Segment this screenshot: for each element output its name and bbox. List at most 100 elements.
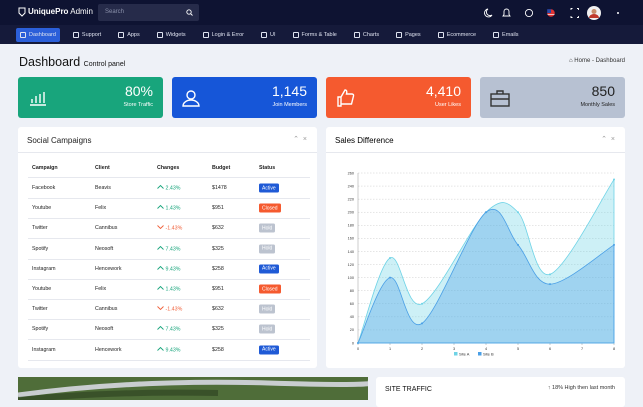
table-cell: $325 — [212, 245, 224, 252]
y-tick-label: 60 — [350, 302, 354, 306]
x-tick-label: 6 — [549, 347, 551, 351]
logo-icon — [18, 7, 26, 17]
menu-item[interactable]: Login & Error — [199, 28, 248, 42]
x-tick-label: 2 — [421, 347, 423, 351]
status-badge: Hold — [259, 244, 276, 254]
page-heading: Dashboard Control panel — [19, 55, 125, 69]
column-header: Changes — [157, 165, 180, 171]
table-cell: Cannibus — [95, 225, 118, 232]
x-tick-label: 1 — [389, 347, 391, 351]
table-cell: Instagram — [32, 346, 56, 353]
traffic-note: ↑ 18% High then last month — [547, 385, 615, 391]
menu-item[interactable]: Pages — [392, 28, 425, 42]
table-cell: $951 — [212, 205, 224, 212]
stat-card: 80% Store Traffic — [18, 77, 163, 118]
trend-arrow — [157, 205, 164, 210]
y-tick-label: 100 — [348, 276, 354, 280]
status-badge: Active — [259, 264, 279, 274]
card-title: SITE TRAFFIC — [385, 386, 432, 393]
series-point — [517, 243, 519, 246]
card-controls[interactable]: ⌃ × — [293, 136, 307, 143]
y-tick-label: 80 — [350, 289, 354, 293]
change-cell: 9.43% — [157, 346, 181, 353]
breadcrumb-item[interactable]: Home — [574, 58, 591, 64]
more-icon[interactable] — [617, 12, 619, 14]
y-tick-label: 20 — [350, 328, 354, 332]
stat-icon — [30, 92, 46, 106]
y-tick-label: 160 — [348, 237, 354, 241]
series-point — [549, 273, 551, 276]
status-badge: Closed — [259, 284, 281, 294]
stat-label: Monthly Sales — [580, 102, 615, 108]
table-cell: Spotify — [32, 245, 49, 252]
series-point — [613, 178, 615, 181]
card-controls[interactable]: ⌃ × — [601, 136, 615, 143]
menu-item[interactable]: Dashboard — [16, 27, 60, 42]
menu-bar: Dashboard Support Apps Widgets Login & Error… — [0, 25, 643, 44]
legend-swatch — [454, 352, 458, 356]
fullscreen-icon[interactable] — [570, 8, 579, 18]
row-divider — [28, 319, 310, 320]
table-cell: Youtube — [32, 286, 52, 292]
change-cell: 9.43% — [157, 265, 181, 272]
menu-item[interactable]: Widgets — [153, 28, 190, 42]
page-title: Dashboard — [19, 55, 81, 69]
change-cell: 7.43% — [157, 326, 181, 333]
table-cell: $258 — [212, 346, 224, 353]
site-traffic-card: SITE TRAFFIC ↑ 18% High then last month — [376, 377, 625, 407]
change-value: 7.43% — [165, 326, 181, 333]
stat-icon — [182, 90, 200, 107]
bell-icon[interactable] — [502, 8, 511, 17]
table-cell: Beavis — [95, 185, 111, 191]
change-cell: -1.43% — [157, 225, 182, 232]
status-badge: Hold — [259, 223, 276, 233]
theme-icon[interactable] — [484, 8, 493, 18]
menu-item[interactable]: Ecommerce — [434, 28, 480, 42]
table-cell: Neosoft — [95, 326, 114, 333]
menu-item[interactable]: Apps — [114, 28, 144, 42]
legend-label: Site A — [459, 351, 470, 356]
divider — [28, 177, 310, 178]
menu-item[interactable]: Charts — [350, 28, 383, 42]
sales-difference-card: Sales Difference ⌃ × 0 20 40 60 80 100 120 140 1… — [326, 127, 625, 368]
menu-item[interactable]: Support — [69, 28, 105, 42]
stat-value: 4,410 — [425, 83, 461, 99]
stat-card: 850 Monthly Sales — [480, 77, 625, 118]
table-cell: Twitter — [32, 306, 48, 313]
column-header: Client — [95, 165, 110, 171]
table-cell: Twitter — [32, 225, 48, 232]
sales-chart: 0 20 40 60 80 100 120 140 160 180 200 220 240 260 0 1 2 3… — [348, 171, 615, 356]
stat-label: Join Members — [272, 102, 307, 108]
row-divider — [28, 299, 310, 300]
table-cell: $632 — [212, 225, 224, 232]
trend-arrow — [157, 346, 164, 351]
table-cell: $1478 — [212, 185, 227, 191]
stat-value: 1,145 — [271, 83, 307, 99]
menu-item[interactable]: Emails — [489, 28, 523, 42]
y-tick-label: 0 — [352, 341, 354, 345]
change-cell: -1.43% — [157, 306, 182, 313]
change-value: 1.43% — [165, 286, 181, 293]
x-tick-label: 0 — [357, 347, 359, 351]
stat-card: 1,145 Join Members — [172, 77, 317, 118]
search-box[interactable]: Search — [98, 4, 199, 21]
stat-icon — [490, 90, 510, 107]
logo: UniquePro Admin — [28, 7, 93, 16]
divider — [18, 152, 317, 153]
x-tick-label: 8 — [613, 347, 615, 351]
table-cell: $258 — [212, 265, 224, 272]
change-value: 2.43% — [165, 185, 181, 192]
menu-item[interactable]: UI — [257, 28, 280, 42]
column-header: Status — [259, 165, 276, 171]
table-cell: Hencework — [95, 346, 122, 353]
menu-item[interactable]: Forms & Table — [289, 28, 341, 42]
series-point — [357, 342, 359, 344]
row-divider — [28, 218, 310, 219]
avatar[interactable] — [587, 6, 601, 20]
change-value: -1.43% — [165, 306, 183, 313]
chat-icon[interactable] — [524, 8, 534, 18]
flag-icon[interactable] — [547, 9, 555, 17]
row-divider — [28, 238, 310, 239]
card-title: Sales Difference — [335, 136, 394, 145]
change-value: 9.43% — [165, 347, 181, 354]
